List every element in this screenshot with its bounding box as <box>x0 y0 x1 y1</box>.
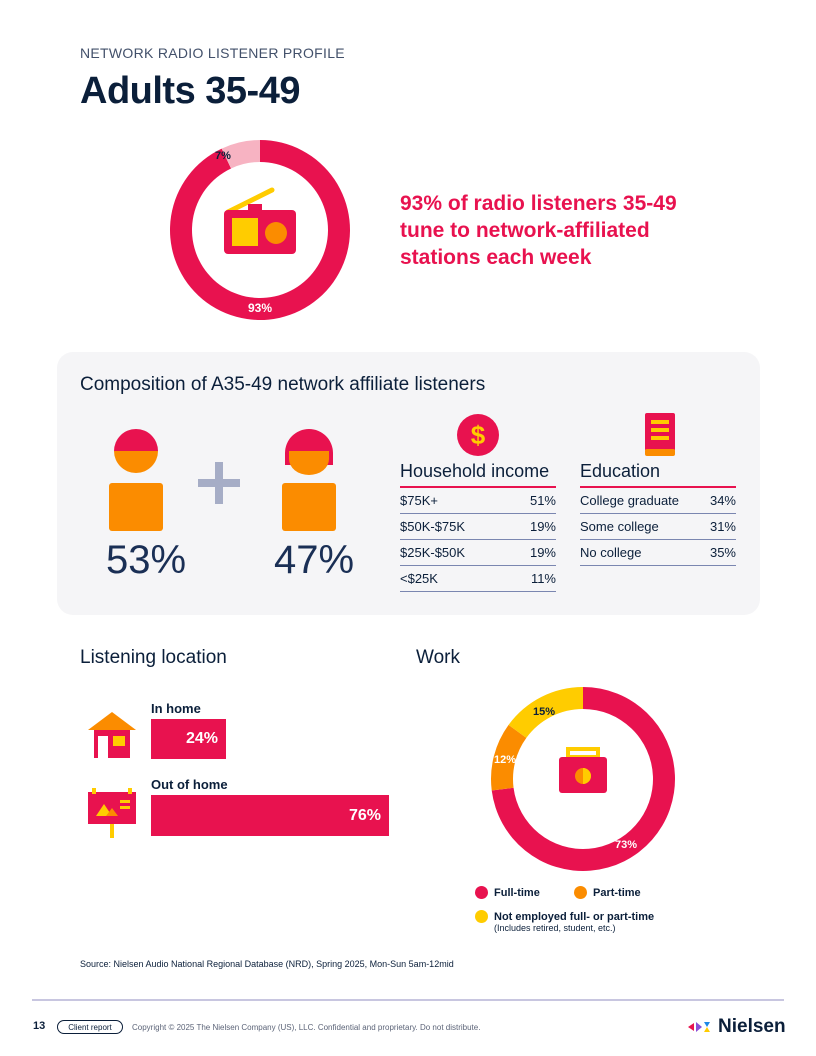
house-icon <box>88 712 136 758</box>
male-percent: 53% <box>106 538 187 582</box>
household-income-rule <box>400 486 556 488</box>
network-slice-1 <box>221 140 260 169</box>
slice-label-12: 12% <box>494 754 516 766</box>
briefcase-icon <box>559 747 607 793</box>
work-title: Work <box>416 647 460 668</box>
book-icon <box>645 413 675 456</box>
household-income-heading: Household income <box>400 461 550 481</box>
billboard-icon <box>88 788 136 838</box>
listening-location-title: Listening location <box>80 647 227 668</box>
table-row: College graduate 34% <box>580 488 736 514</box>
slice-label-73: 73% <box>615 839 637 851</box>
out-of-home-bar: 76% <box>151 795 389 836</box>
out-of-home-label: Out of home <box>151 777 228 792</box>
dollar-icon: $ <box>457 414 499 456</box>
legend-part-time: Part-time <box>574 886 641 899</box>
nielsen-logo: Nielsen <box>688 1016 786 1038</box>
client-report-badge: Client report <box>57 1020 123 1034</box>
legend-dot <box>475 886 488 899</box>
footer-rule <box>32 999 784 1001</box>
legend-not-employed: Not employed full- or part-time <box>475 910 654 923</box>
network-headline: 93% of radio listeners 35-49 tune to net… <box>400 192 677 269</box>
household-income-table: $75K+ 51% $50K-$75K 19% $25K-$50K 19% <$25K… <box>400 488 556 592</box>
table-row: $50K-$75K 19% <box>400 514 556 540</box>
work-slice-2 <box>508 687 583 738</box>
slice-label-93: 93% <box>248 301 272 315</box>
copyright-text: Copyright © 2025 The Nielsen Company (US… <box>132 1023 481 1032</box>
network-share-donut: 93% 7% <box>170 140 350 320</box>
plus-icon <box>198 462 240 504</box>
education-table: College graduate 34% Some college 31% No c… <box>580 488 736 566</box>
female-percent: 47% <box>274 538 355 582</box>
slice-label-7: 7% <box>215 150 231 162</box>
composition-title: Composition of A35-49 network affiliate … <box>80 374 486 395</box>
nielsen-logo-text: Nielsen <box>718 1016 786 1037</box>
composition-panel <box>57 352 760 615</box>
table-row: No college 35% <box>580 540 736 566</box>
svg-text:$: $ <box>471 420 486 450</box>
slice-label-15: 15% <box>533 706 555 718</box>
legend-dot <box>475 910 488 923</box>
female-figure-icon <box>282 429 336 531</box>
table-row: <$25K 11% <box>400 566 556 592</box>
nielsen-mark-icon <box>688 1022 710 1032</box>
education-heading: Education <box>580 461 661 481</box>
male-figure-icon <box>109 429 163 531</box>
eyebrow-label: NETWORK RADIO LISTENER PROFILE <box>80 45 345 61</box>
legend-full-time: Full-time <box>475 886 540 899</box>
in-home-bar: 24% <box>151 719 226 759</box>
table-row: Some college 31% <box>580 514 736 540</box>
work-donut: 73% 12% 15% <box>491 687 675 871</box>
education-rule <box>580 486 736 488</box>
legend-dot <box>574 886 587 899</box>
table-row: $75K+ 51% <box>400 488 556 514</box>
page-number: 13 <box>33 1020 46 1032</box>
page-title: Adults 35-49 <box>80 70 300 112</box>
source-note: Source: Nielsen Audio National Regional … <box>80 959 454 969</box>
table-row: $25K-$50K 19% <box>400 540 556 566</box>
work-slice-1 <box>491 724 527 791</box>
in-home-label: In home <box>151 701 201 716</box>
radio-icon <box>224 187 296 254</box>
legend-note: (Includes retired, student, etc.) <box>494 923 616 933</box>
